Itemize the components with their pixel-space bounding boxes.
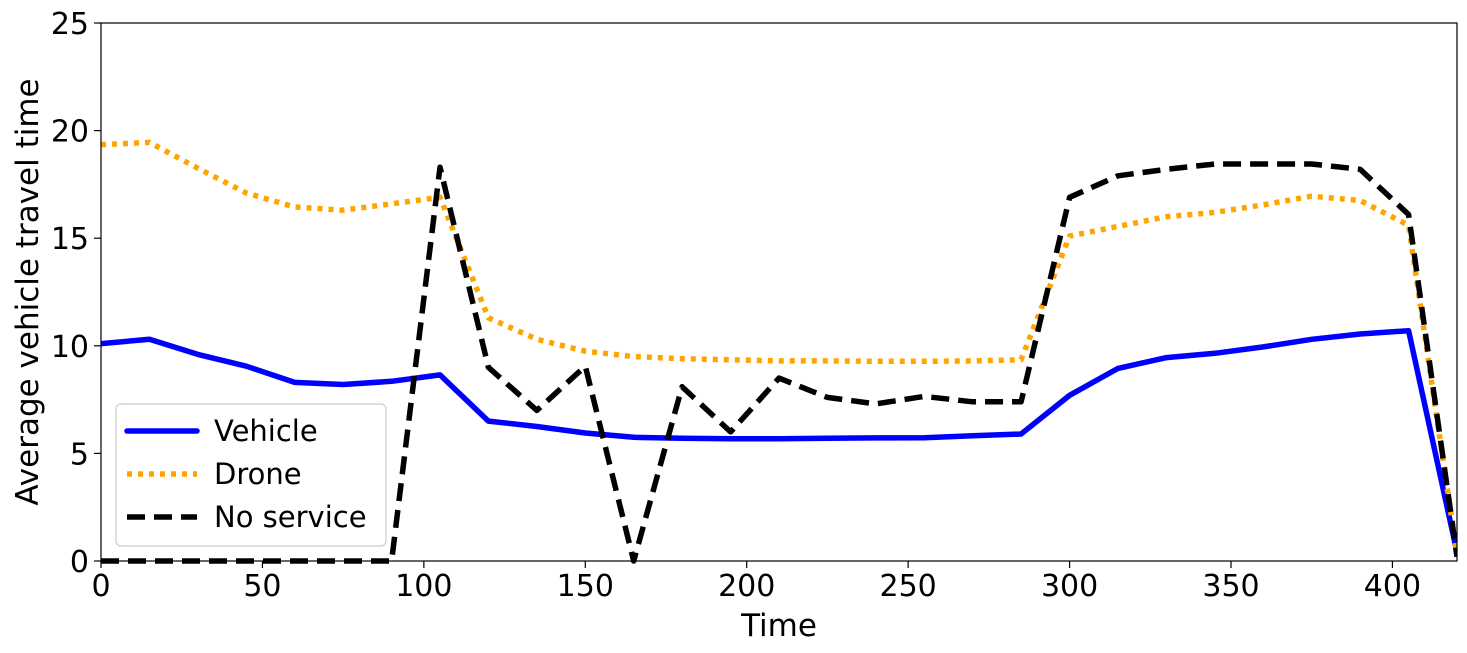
x-tick-label: 100 — [395, 569, 452, 604]
x-tick-label: 150 — [557, 569, 614, 604]
y-axis-label: Average vehicle travel time — [10, 78, 46, 505]
y-axis-ticks: 0 5 10 15 20 25 — [51, 7, 101, 580]
x-axis-ticks: 0 50 100 150 200 250 300 350 400 — [91, 561, 1421, 604]
series-line-vehicle — [101, 327, 1457, 556]
y-tick-label: 10 — [51, 330, 89, 365]
x-tick-label: 200 — [718, 569, 775, 604]
legend: Vehicle Drone No service — [115, 403, 387, 547]
x-tick-label: 250 — [880, 569, 937, 604]
x-tick-label: 400 — [1364, 569, 1421, 604]
y-tick-label: 25 — [51, 7, 89, 42]
y-tick-label: 15 — [51, 222, 89, 257]
x-tick-label: 350 — [1202, 569, 1259, 604]
x-tick-label: 50 — [243, 569, 281, 604]
series-line-drone — [101, 139, 1457, 555]
plot-frame — [100, 22, 1458, 562]
legend-box — [115, 403, 387, 547]
x-tick-label: 300 — [1041, 569, 1098, 604]
x-axis-label: Time — [740, 608, 817, 644]
legend-label: No service — [214, 500, 367, 534]
legend-label: Vehicle — [214, 414, 318, 448]
y-tick-label: 0 — [70, 545, 89, 580]
legend-label: Drone — [214, 457, 302, 491]
y-tick-label: 20 — [51, 115, 89, 150]
x-tick-label: 0 — [91, 569, 110, 604]
y-tick-label: 5 — [70, 437, 89, 472]
